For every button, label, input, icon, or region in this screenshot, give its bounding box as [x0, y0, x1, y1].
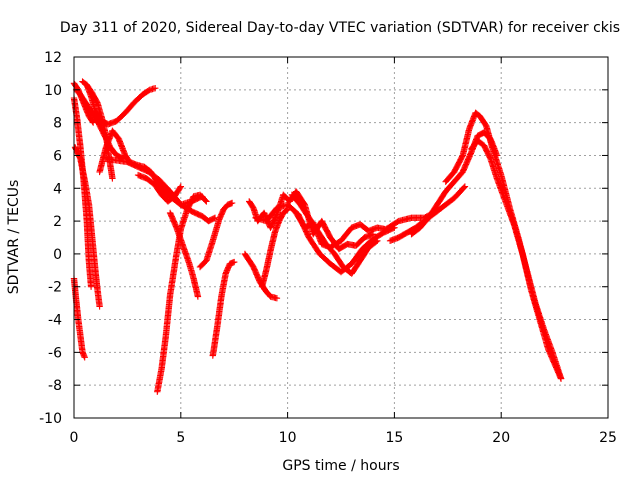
data-point [152, 85, 159, 92]
data-point [81, 354, 88, 361]
y-tick-label: 12 [44, 50, 62, 66]
series-arc-11 [154, 191, 210, 395]
x-tick-label: 25 [599, 430, 617, 446]
y-tick-label: 0 [53, 247, 62, 263]
data-point [460, 184, 468, 191]
data-point [373, 238, 380, 245]
plot-frame [73, 56, 609, 419]
series-arc-10 [134, 171, 184, 205]
data-point [461, 183, 469, 190]
x-tick-label: 0 [70, 430, 79, 446]
y-tick-label: -2 [48, 280, 62, 296]
x-tick-label: 15 [385, 430, 403, 446]
y-tick-label: 4 [53, 181, 62, 197]
y-tick-label: -8 [48, 378, 62, 394]
x-tick-labels: 0 5 10 15 20 25 [70, 430, 617, 446]
y-tick-label: -6 [48, 345, 62, 361]
data-point [557, 375, 565, 382]
y-tick-labels: -10 -8 -6 -4 -2 0 2 4 6 8 10 12 [39, 50, 62, 427]
series-arc-24 [468, 137, 565, 382]
data-point [203, 198, 210, 205]
data-point [228, 199, 236, 207]
series-arc-06 [70, 275, 88, 361]
series-arc-15 [241, 250, 281, 302]
y-tick-label: 8 [53, 116, 62, 132]
y-tick-label: 2 [53, 214, 62, 230]
y-axis-label: SDTVAR / TECUs [6, 180, 22, 295]
data-point [231, 258, 238, 266]
y-tick-label: 6 [53, 148, 62, 164]
data-point [109, 175, 116, 182]
data-point [210, 215, 218, 222]
y-tick-label: 10 [44, 83, 62, 99]
data-point [273, 295, 281, 302]
data-point [202, 197, 209, 204]
x-axis-label: GPS time / hours [282, 458, 399, 474]
y-tick-label: -4 [48, 313, 62, 329]
grid [74, 57, 608, 418]
series-arc-12 [166, 209, 202, 300]
axis-ticks [73, 56, 609, 419]
x-tick-label: 5 [176, 430, 185, 446]
x-tick-label: 20 [492, 430, 510, 446]
series-arc-16 [258, 206, 291, 290]
y-tick-label: -10 [39, 411, 62, 427]
data-series-group [70, 78, 565, 395]
series-arc-04 [83, 81, 159, 128]
series-arc-13 [196, 199, 236, 271]
data-point [374, 237, 381, 244]
chart-title: Day 311 of 2020, Sidereal Day-to-day VTE… [60, 20, 620, 36]
data-point [96, 303, 103, 310]
data-point [177, 183, 184, 190]
series-arc-07 [71, 144, 103, 310]
data-point [80, 352, 88, 360]
series-arc-14 [209, 258, 238, 359]
data-point [194, 293, 202, 300]
data-point [176, 184, 184, 191]
data-point [87, 283, 95, 290]
x-tick-label: 10 [279, 430, 297, 446]
